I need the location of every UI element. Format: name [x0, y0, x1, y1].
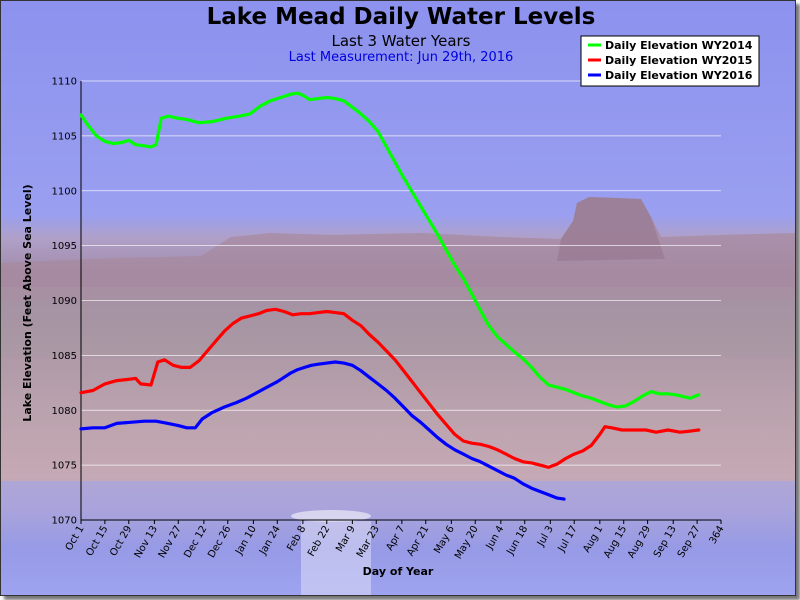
axes: [80, 81, 722, 524]
last-measurement: Last Measurement: Jun 29th, 2016: [289, 50, 514, 65]
y-tick-label: 1075: [52, 461, 77, 472]
y-tick-labels: 1070 1075 1080 1085 1090 1095 1100 1105 1110: [52, 77, 77, 527]
y-tick-label: 1070: [52, 516, 77, 527]
chart-title: Lake Mead Daily Water Levels: [207, 4, 596, 30]
x-axis-label: Day of Year: [363, 565, 434, 578]
y-tick-label: 1100: [52, 186, 77, 197]
series-line-2: [79, 307, 701, 469]
legend-label: Daily Elevation WY2016: [605, 69, 753, 82]
mesa-silhouette: [1, 197, 795, 595]
y-tick-label: 1095: [52, 241, 77, 252]
y-tick-label: 1105: [52, 131, 77, 142]
legend: Daily Elevation WY2014 Daily Elevation WY…: [580, 35, 760, 87]
y-tick-label: 1110: [52, 77, 77, 88]
y-tick-label: 1085: [52, 351, 77, 362]
legend-label: Daily Elevation WY2015: [605, 54, 752, 67]
series-lines: [79, 91, 701, 501]
y-tick-label: 1080: [52, 406, 77, 417]
series-line-1: [79, 91, 701, 409]
legend-box: [580, 35, 760, 87]
chart-subtitle: Last 3 Water Years: [331, 32, 470, 50]
y-axis-label: Lake Elevation (Feet Above Sea Level): [21, 184, 34, 421]
legend-label: Daily Elevation WY2014: [605, 39, 753, 52]
y-tick-label: 1090: [52, 296, 77, 307]
series-line-3: [79, 360, 566, 501]
